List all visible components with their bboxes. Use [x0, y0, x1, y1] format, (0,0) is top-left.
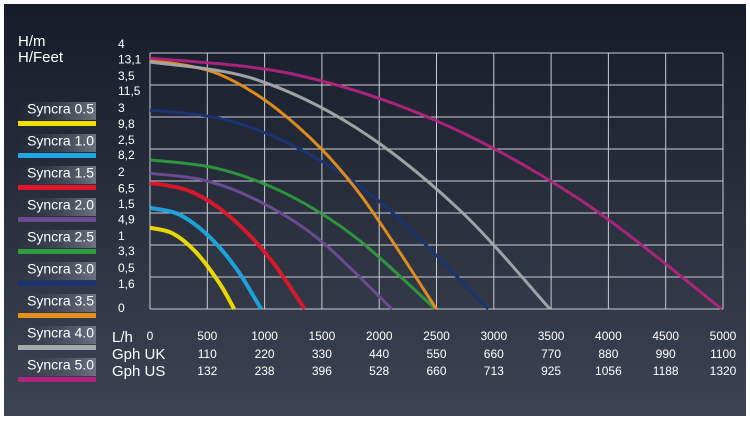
x-row-label: 880 — [598, 347, 618, 361]
x-tick-label: 5000 — [710, 329, 737, 343]
x-row-label: 770 — [541, 347, 561, 361]
y-title: H/m — [18, 33, 46, 50]
y2-tick-label: 13,1 — [118, 53, 142, 67]
x-tick-label: 3000 — [480, 329, 507, 343]
y2-tick-label: 4,9 — [118, 213, 135, 227]
x-row-label: 550 — [426, 347, 446, 361]
x-title: L/h — [112, 329, 133, 346]
y-tick-label: 4 — [118, 37, 125, 51]
y2-title: H/Feet — [18, 49, 64, 66]
y-tick-label: 1 — [118, 229, 125, 243]
x-row-label: 1100 — [710, 347, 736, 361]
x-tick-label: 2000 — [366, 329, 393, 343]
legend-label-box — [18, 326, 96, 344]
y2-tick-label: 11,5 — [118, 84, 141, 98]
y-tick-label: 0 — [118, 301, 125, 315]
x-row-label: 330 — [312, 347, 332, 361]
curve — [149, 60, 552, 311]
legend-label: Syncra 1.5 — [27, 165, 94, 181]
legend-label-box — [18, 358, 96, 376]
legend-label-box — [18, 166, 96, 184]
x-tick-label: 4500 — [652, 329, 679, 343]
y2-tick-label: 6,5 — [118, 181, 135, 195]
legend-label-box — [18, 134, 96, 152]
legend-swatch — [18, 217, 96, 222]
legend-label: Syncra 3.0 — [27, 261, 94, 277]
legend-swatch — [18, 345, 96, 350]
curve — [149, 225, 236, 310]
curve — [149, 180, 307, 311]
y2-tick-label: 8,2 — [118, 148, 135, 162]
y2-tick-label: 9,8 — [118, 117, 135, 131]
x-row-label: 713 — [484, 364, 504, 378]
x-row-label: 1320 — [710, 364, 737, 378]
y-tick-label: 3,5 — [118, 69, 135, 83]
legend-label-box — [18, 198, 96, 216]
legend-label: Syncra 2.0 — [27, 197, 94, 213]
x-row-title: Gph UK — [112, 346, 165, 363]
x-tick-label: 0 — [147, 329, 154, 343]
x-tick-label: 1000 — [251, 329, 278, 343]
legend-label-box — [18, 230, 96, 248]
legend-label-box — [18, 262, 96, 280]
legend-swatch — [18, 153, 96, 158]
x-row-label: 396 — [312, 364, 332, 378]
curve — [149, 158, 437, 311]
y2-tick-label: 1,6 — [118, 277, 135, 291]
x-row-label: 925 — [541, 364, 561, 378]
legend-label: Syncra 2.5 — [27, 229, 94, 245]
x-tick-label: 3500 — [538, 329, 565, 343]
x-row-label: 1056 — [595, 364, 622, 378]
x-tick-label: 2500 — [423, 329, 450, 343]
curve — [149, 171, 393, 311]
legend-label: Syncra 0.5 — [27, 101, 94, 117]
y-tick-label: 3 — [118, 101, 125, 115]
legend-swatch — [18, 377, 96, 382]
x-row-label: 660 — [426, 364, 446, 378]
background — [4, 4, 746, 416]
legend-label-box — [18, 294, 96, 312]
x-row-label: 660 — [484, 347, 504, 361]
x-tick-label: 500 — [197, 329, 217, 343]
legend-label-box — [18, 102, 96, 120]
legend-swatch — [18, 121, 96, 126]
x-row-label: 110 — [198, 347, 217, 361]
y-tick-label: 2 — [118, 165, 125, 179]
x-row-label: 1188 — [653, 364, 679, 378]
x-row-title: Gph US — [112, 363, 165, 380]
x-tick-label: 1500 — [309, 329, 336, 343]
x-tick-label: 4000 — [595, 329, 622, 343]
curve — [149, 108, 490, 311]
legend-swatch — [18, 249, 96, 254]
curve — [149, 205, 263, 311]
x-row-label: 238 — [255, 364, 275, 378]
legend-label: Syncra 5.0 — [27, 357, 94, 373]
curve — [149, 56, 723, 311]
legend-label: Syncra 4.0 — [27, 325, 94, 341]
x-row-label: 528 — [369, 364, 389, 378]
x-row-label: 220 — [255, 347, 275, 361]
legend-swatch — [18, 281, 96, 286]
x-row-label: 990 — [656, 347, 676, 361]
y-tick-label: 2,5 — [118, 133, 135, 147]
y2-tick-label: 3,3 — [118, 244, 135, 258]
y-tick-label: 0,5 — [118, 261, 135, 275]
legend-label: Syncra 1.0 — [27, 133, 94, 149]
x-row-label: 440 — [369, 347, 389, 361]
y-tick-label: 1,5 — [118, 197, 135, 211]
legend-swatch — [18, 185, 96, 190]
legend-label: Syncra 3.5 — [27, 293, 94, 309]
x-row-label: 132 — [197, 364, 217, 378]
legend-swatch — [18, 313, 96, 318]
